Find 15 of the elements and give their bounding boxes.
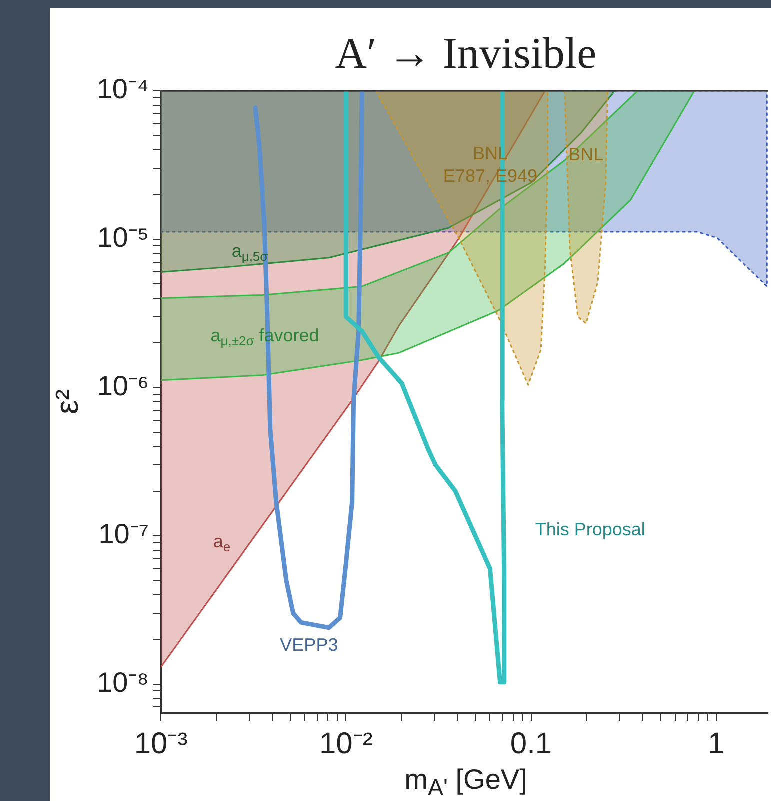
y-tick-label: 10⁻⁵ — [97, 222, 149, 254]
y-tick-label: 10⁻⁶ — [97, 370, 149, 402]
x-tick-label: 10⁻³ — [134, 727, 188, 760]
y-axis-title: ε² — [49, 389, 86, 414]
x-tick-label: 10⁻² — [319, 727, 373, 760]
x-tick-label: 0.1 — [510, 727, 552, 760]
chart-title: A′ → Invisible — [334, 29, 598, 78]
y-tick-label: 10⁻⁷ — [98, 518, 149, 550]
y-tick-label: 10⁻⁸ — [97, 666, 149, 698]
series-label: This Proposal — [535, 520, 646, 540]
y-tick-label: 10⁻⁴ — [96, 74, 149, 105]
series-label: VEPP3 — [280, 634, 338, 655]
x-axis-title: m$_{A'}$ [GeV] — [404, 764, 528, 801]
series-label: BNL — [568, 144, 604, 165]
x-tick-label: 1 — [708, 727, 725, 760]
